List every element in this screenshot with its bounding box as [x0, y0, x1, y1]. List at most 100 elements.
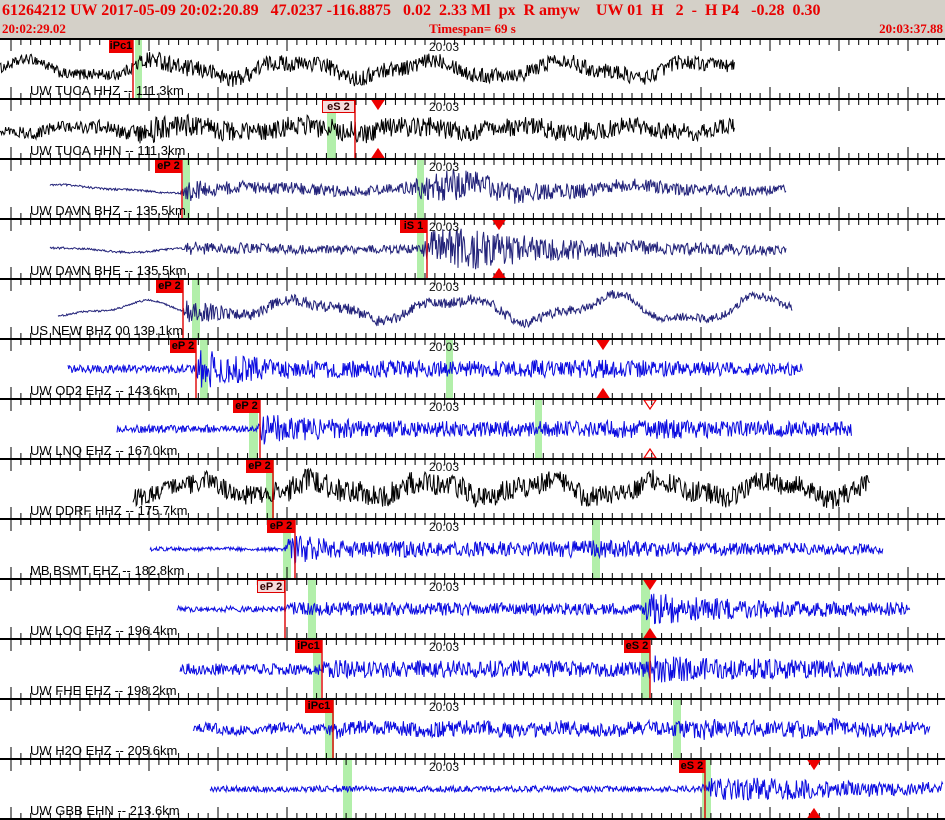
- phase-pick-label[interactable]: iPc1: [109, 40, 133, 53]
- minute-label: 20:03: [429, 700, 460, 714]
- trace-canvas: [10, 520, 939, 578]
- trace-row[interactable]: 20:03 iPc1 UW TUCA HHZ -- 111.3km: [0, 40, 945, 100]
- minute-label: 20:03: [429, 160, 460, 174]
- station-label: UW OD2 EHZ -- 143.6km: [30, 383, 178, 398]
- waveform: [0, 113, 735, 144]
- trace-canvas: [10, 280, 939, 338]
- phase-pick-label[interactable]: iS 1: [400, 220, 427, 233]
- waveform: [49, 228, 787, 270]
- station-label: UW LNQ EHZ -- 167.0km: [30, 443, 178, 458]
- predicted-arrival-triangle-bottom: [596, 387, 610, 398]
- time-axis-ticks: [10, 160, 939, 218]
- waveform: [192, 717, 931, 740]
- predicted-arrival-triangle-top: [371, 100, 385, 111]
- time-axis-ticks: [10, 40, 939, 98]
- time-axis-ticks: [10, 100, 939, 158]
- station-label: MB BSMT EHZ -- 182.8km: [30, 563, 185, 578]
- phase-pick-label[interactable]: eP 2: [155, 160, 182, 173]
- trace-canvas: [10, 160, 939, 218]
- waveform: [116, 415, 852, 445]
- time-axis-ticks: [10, 700, 939, 758]
- phase-pick-label[interactable]: eS 2: [624, 640, 650, 653]
- trace-row[interactable]: 20:03 eP 2 UW LOC EHZ -- 196.4km: [0, 580, 945, 640]
- trace-canvas: [10, 460, 939, 518]
- trace-row[interactable]: 20:03 eS 2 UW GBB EHN -- 213.6km: [0, 760, 945, 820]
- header-bar: 61264212 UW 2017-05-09 20:02:20.89 47.02…: [0, 0, 945, 38]
- trace-row[interactable]: 20:03 iS 1 UW DAVN BHE -- 135.5km: [0, 220, 945, 280]
- station-label: UW DDRF HHZ -- 175.7km: [30, 503, 188, 518]
- minute-label: 20:03: [429, 520, 460, 534]
- trace-row[interactable]: 20:03 eP 2 UW LNQ EHZ -- 167.0km: [0, 400, 945, 460]
- trace-row[interactable]: 20:03 eP 2 US NEW BHZ 00 139.1km: [0, 280, 945, 340]
- waveform: [0, 51, 735, 87]
- time-axis-ticks: [10, 460, 939, 518]
- trace-row[interactable]: 20:03 iPc1 UW H2O EHZ -- 205.6km: [0, 700, 945, 760]
- trace-panel: 20:03 iPc1 UW TUCA HHZ -- 111.3km 20:03 eS 2…: [0, 38, 945, 820]
- phase-pick-label[interactable]: eS 2: [322, 100, 355, 113]
- minute-label: 20:03: [429, 400, 460, 414]
- predicted-arrival-triangle-top: [643, 400, 657, 411]
- predicted-arrival-triangle-bottom: [807, 807, 821, 818]
- trace-row[interactable]: 20:03 iPc1 eS 2 UW FHE EHZ -- 198.2km: [0, 640, 945, 700]
- time-axis-ticks: [10, 340, 939, 398]
- time-axis-ticks: [10, 520, 939, 578]
- station-label: UW TUCA HHZ -- 111.3km: [30, 83, 184, 98]
- station-label: UW GBB EHN -- 213.6km: [30, 803, 180, 818]
- waveform: [67, 350, 803, 388]
- time-axis-ticks: [10, 280, 939, 338]
- trace-canvas: [10, 400, 939, 458]
- minute-label: 20:03: [429, 220, 460, 234]
- phase-pick-label[interactable]: eP 2: [170, 340, 196, 353]
- trace-row[interactable]: 20:03 eP 2 MB BSMT EHZ -- 182.8km: [0, 520, 945, 580]
- timespan-label: Timespan= 69 s: [429, 21, 516, 36]
- predicted-arrival-triangle-bottom: [643, 627, 657, 638]
- predicted-arrival-triangle-top: [596, 340, 610, 351]
- trace-canvas: [0, 100, 939, 158]
- trace-row[interactable]: 20:03 eP 2 UW DDRF HHZ -- 175.7km: [0, 460, 945, 520]
- time-axis-ticks: [10, 760, 939, 818]
- waveform: [49, 169, 787, 204]
- waveform: [57, 290, 793, 329]
- trace-canvas: [10, 760, 944, 818]
- waveform: [132, 467, 870, 510]
- trace-row[interactable]: 20:03 eP 2 UW OD2 EHZ -- 143.6km: [0, 340, 945, 400]
- phase-pick-label[interactable]: iPc1: [305, 700, 333, 713]
- phase-pick-label[interactable]: eP 2: [257, 580, 285, 593]
- minute-label: 20:03: [429, 100, 460, 114]
- station-label: UW FHE EHZ -- 198.2km: [30, 683, 177, 698]
- station-label: UW LOC EHZ -- 196.4km: [30, 623, 178, 638]
- phase-pick-label[interactable]: eP 2: [233, 400, 260, 413]
- event-summary-line: 61264212 UW 2017-05-09 20:02:20.89 47.02…: [2, 2, 821, 19]
- phase-pick-label[interactable]: eS 2: [679, 760, 705, 773]
- station-label: UW DAVN BHE -- 135.5km: [30, 263, 187, 278]
- trace-canvas: [10, 340, 939, 398]
- predicted-arrival-triangle-bottom: [371, 147, 385, 158]
- trace-canvas: [10, 700, 939, 758]
- minute-label: 20:03: [429, 40, 460, 54]
- arrival-window-band: [673, 700, 681, 758]
- arrival-window-band: [266, 460, 274, 518]
- minute-label: 20:03: [429, 640, 460, 654]
- waveform: [209, 777, 944, 801]
- trace-canvas: [10, 580, 939, 638]
- time-axis-ticks: [10, 580, 939, 638]
- predicted-arrival-triangle-top: [492, 220, 506, 231]
- arrival-window-band: [417, 160, 424, 218]
- phase-pick-label[interactable]: eP 2: [267, 520, 295, 533]
- trace-canvas: [0, 40, 939, 98]
- phase-pick-label[interactable]: eP 2: [156, 280, 183, 293]
- window-end-time: 20:03:37.88: [879, 21, 943, 36]
- waveform: [179, 655, 914, 683]
- predicted-arrival-triangle-top: [643, 580, 657, 591]
- trace-row[interactable]: 20:03 eP 2 UW DAVN BHZ -- 135.5km: [0, 160, 945, 220]
- trace-row[interactable]: 20:03 eS 2 UW TUCA HHN -- 111.3km: [0, 100, 945, 160]
- waveform: [149, 535, 884, 565]
- station-label: UW DAVN BHZ -- 135.5km: [30, 203, 186, 218]
- time-range-line: 20:02:29.02 Timespan= 69 s 20:03:37.88: [0, 21, 945, 36]
- predicted-arrival-triangle-top: [807, 760, 821, 771]
- minute-label: 20:03: [429, 340, 460, 354]
- phase-pick-label[interactable]: iPc1: [295, 640, 322, 653]
- phase-pick-label[interactable]: eP 2: [246, 460, 273, 473]
- minute-label: 20:03: [429, 580, 460, 594]
- minute-label: 20:03: [429, 460, 460, 474]
